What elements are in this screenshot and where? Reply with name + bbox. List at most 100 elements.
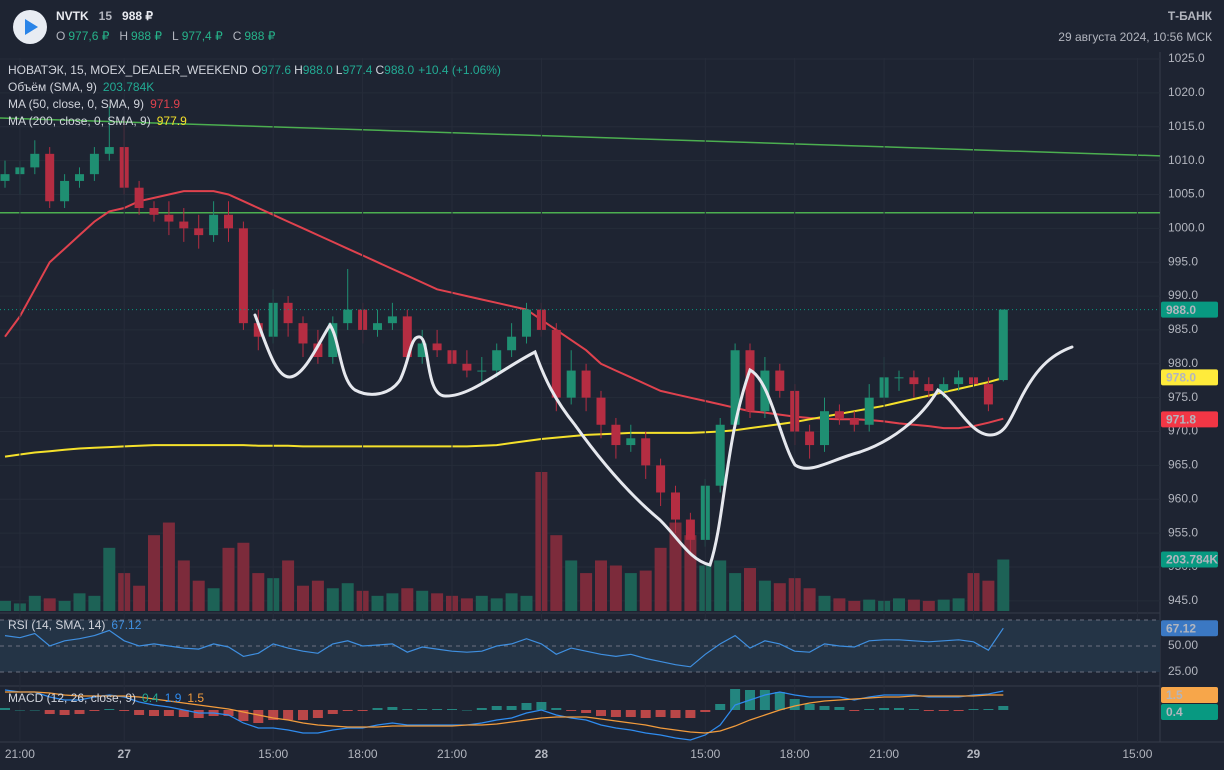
header-ohlc: O 977,6 ₽ H 988 ₽ L 977,4 ₽ C 988 ₽ (56, 29, 276, 43)
macd-histogram-bar (998, 706, 1009, 710)
volume-bar (997, 559, 1010, 611)
y-tick-label: 955.0 (1168, 525, 1198, 539)
legend-change: +10.4 (+1.06%) (418, 63, 501, 77)
macd-histogram-bar (625, 710, 636, 717)
volume-bar (773, 583, 786, 611)
price-badge-label: 0.4 (1166, 705, 1183, 719)
x-tick-label: 28 (535, 747, 549, 761)
candle-body (730, 350, 740, 425)
macd-histogram-bar (238, 710, 249, 721)
macd-histogram-bar (476, 708, 487, 710)
candle-body (909, 377, 919, 385)
indicator-value: 1.9 (165, 691, 182, 705)
macd-histogram-bar (59, 710, 70, 715)
candle-body (164, 214, 174, 222)
macd-histogram-bar (923, 710, 934, 711)
header-price: 988 ₽ (122, 9, 153, 23)
candle-body (149, 208, 159, 215)
series-title: НОВАТЭК, 15, MOEX_DEALER_WEEKEND (8, 63, 248, 77)
freehand-drawing[interactable] (253, 313, 1074, 567)
candle-body (596, 397, 606, 425)
macd-histogram-bar (551, 708, 562, 710)
candle-body (849, 417, 859, 425)
volume-bar (73, 593, 86, 611)
macd-histogram-bar (879, 708, 890, 710)
macd-histogram-bar (387, 707, 398, 710)
price-badge (1161, 687, 1218, 703)
panes (0, 58, 1160, 742)
legend-line: MA (50, close, 0, SMA, 9) 971.9 (8, 97, 180, 111)
volume-bar (565, 560, 578, 611)
macd-histogram-bar (774, 692, 785, 710)
candle-body (820, 411, 829, 446)
volume-bar (624, 573, 637, 611)
macd-histogram-bar (894, 708, 904, 710)
macd-histogram-bar (566, 710, 577, 711)
volume-bar (386, 593, 399, 611)
candle-body (656, 465, 666, 493)
signal-line (5, 691, 1004, 734)
macd-histogram-bar (819, 706, 830, 710)
brand: Т-БАНК (1168, 9, 1213, 23)
y-tick-label: 985.0 (1168, 322, 1198, 336)
candle-body (954, 377, 964, 385)
volume-bar (341, 583, 354, 611)
volume-bar (28, 595, 41, 611)
macd-histogram-bar (834, 707, 845, 710)
indicator-value: 1.5 (187, 691, 204, 705)
macd-histogram-bar (581, 710, 592, 713)
y-tick-label: 1025.0 (1168, 51, 1205, 65)
volume-bar (103, 547, 116, 611)
volume-bar (863, 599, 876, 611)
volume-bar (207, 588, 220, 611)
macd-histogram-bar (521, 703, 532, 710)
macd-histogram-bar (74, 710, 85, 714)
volume-bar (311, 580, 324, 611)
y-tick-label: 25.00 (1168, 664, 1198, 678)
macd-histogram-bar (104, 709, 115, 710)
legend-value: 988.0 (384, 63, 414, 77)
macd-histogram-bar (789, 699, 800, 710)
macd-histogram-bar (432, 709, 443, 710)
legend-line: Объём (SMA, 9) 203.784K (8, 80, 154, 94)
macd-histogram-bar (983, 709, 994, 710)
volume-bar (297, 585, 309, 611)
macd-histogram-bar (342, 710, 353, 711)
y-tick-label: 995.0 (1168, 254, 1198, 268)
candle-body (671, 492, 680, 520)
volume-bar (148, 535, 160, 611)
volume-bar (609, 565, 622, 611)
y-tick-label: 975.0 (1168, 390, 1198, 404)
candle-body (775, 370, 785, 391)
y-tick-label: 1020.0 (1168, 85, 1205, 99)
volume-bar (922, 600, 935, 611)
volume-bar (952, 598, 965, 611)
logo[interactable] (13, 10, 47, 44)
y-tick-label: 1015.0 (1168, 119, 1205, 133)
price-badge-label: 978.0 (1166, 371, 1196, 385)
macd-histogram-bar (372, 708, 383, 710)
candle-body (834, 411, 844, 418)
candle-body (238, 228, 248, 324)
ticker: NVTK (56, 9, 89, 23)
macd-line (4, 689, 1004, 741)
volume-bar (416, 590, 429, 611)
volume-bar (639, 570, 652, 611)
macd-histogram-bar (759, 690, 770, 710)
legend-line: MACD (12, 26, close, 9) 0.4 1.9 1.5 (8, 691, 204, 705)
legend-key: C (375, 63, 384, 77)
macd-histogram-bar (268, 710, 279, 720)
candle-body (60, 180, 70, 202)
macd-histogram-bar (864, 709, 875, 710)
trend-line[interactable] (0, 117, 1160, 157)
volume-bar (490, 598, 503, 611)
ohlc-key: H (119, 29, 128, 43)
candle-body (0, 174, 10, 181)
volume-bar (326, 588, 339, 611)
volume-bar (654, 547, 667, 611)
candle-body (611, 424, 621, 446)
candle-body (313, 343, 323, 358)
macd-histogram-bar (730, 689, 741, 710)
legend-name: MA (50, close, 0, SMA, 9) (8, 97, 144, 111)
